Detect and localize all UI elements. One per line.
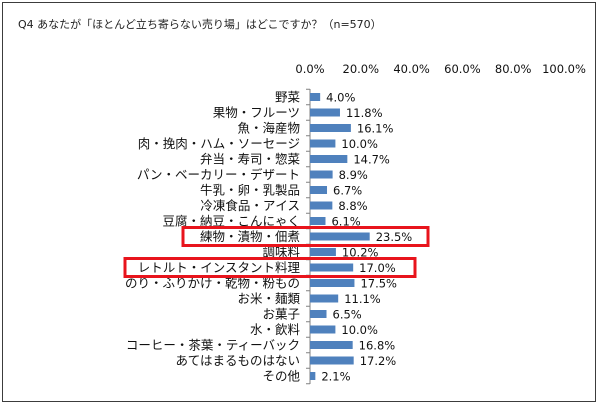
- bar: [310, 201, 333, 210]
- bar: [310, 186, 328, 194]
- bar: [310, 248, 336, 256]
- category-label: 水・飲料: [250, 322, 301, 337]
- category-label: 弁当・寿司・惣菜: [200, 152, 301, 167]
- value-label: 17.0%: [359, 261, 396, 275]
- bar: [310, 124, 351, 132]
- category-label: 冷凍食品・アイス: [200, 198, 300, 213]
- value-label: 17.2%: [360, 354, 397, 368]
- category-label: のり・ふりかけ・乾物・粉もの: [125, 276, 300, 291]
- bar: [310, 263, 354, 272]
- tick-label: 20.0%: [343, 62, 380, 76]
- tick-label: 0.0%: [295, 62, 324, 76]
- category-label: パン・ベーカリー・デザート: [137, 167, 300, 182]
- highlight-box: [181, 226, 430, 247]
- bar: [310, 232, 370, 241]
- value-label: 6.7%: [333, 184, 362, 198]
- bar: [310, 325, 336, 334]
- bar: [310, 170, 333, 179]
- category-label: 練物・漬物・佃煮: [200, 229, 300, 244]
- category-label: その他: [262, 369, 300, 384]
- category-label: あてはまるものはない: [175, 353, 300, 368]
- tick-label: 100.0%: [542, 62, 586, 76]
- bar: [310, 108, 340, 117]
- category-label: 豆腐・納豆・こんにゃく: [162, 214, 300, 229]
- chart-title: Q4 あなたが「ほとんど立ち寄らない売り場」はどこですか？（n=570）: [18, 18, 382, 31]
- value-label: 11.8%: [346, 106, 383, 120]
- value-label: 23.5%: [376, 230, 413, 244]
- tick-label: 60.0%: [444, 62, 481, 76]
- category-label: 果物・フルーツ: [213, 105, 300, 120]
- value-label: 8.9%: [339, 168, 368, 182]
- value-label: 16.1%: [357, 122, 394, 136]
- bar: [310, 139, 336, 148]
- tick-label: 80.0%: [495, 62, 532, 76]
- category-label: お米・麺類: [237, 291, 300, 306]
- value-label: 2.1%: [321, 370, 350, 384]
- value-label: 16.8%: [359, 339, 396, 353]
- chart-frame: [2, 2, 596, 402]
- category-label: 魚・海産物: [237, 121, 300, 136]
- category-label: お菓子: [262, 307, 300, 322]
- bar: [310, 93, 321, 101]
- bar: [310, 155, 348, 163]
- bar: [310, 217, 326, 225]
- value-label: 17.5%: [360, 277, 397, 291]
- tick-label: 40.0%: [393, 62, 430, 76]
- category-label: 調味料: [262, 245, 300, 260]
- highlight-box: [123, 257, 417, 278]
- category-label: コーヒー・茶葉・ティーバック: [126, 338, 300, 353]
- bar: [310, 294, 339, 303]
- value-label: 11.1%: [344, 292, 381, 306]
- value-label: 10.0%: [341, 137, 378, 151]
- value-label: 4.0%: [326, 91, 355, 105]
- category-label: 野菜: [275, 90, 301, 105]
- category-label: レトルト・インスタント料理: [138, 260, 301, 275]
- value-label: 6.1%: [331, 215, 360, 229]
- value-label: 6.5%: [333, 308, 362, 322]
- value-label: 10.2%: [342, 246, 379, 260]
- value-label: 8.8%: [338, 199, 367, 213]
- bar: [310, 310, 327, 318]
- category-label: 牛乳・卵・乳製品: [200, 183, 300, 198]
- bar: [310, 372, 316, 380]
- bar: [310, 356, 354, 365]
- category-label: 肉・挽肉・ハム・ソーセージ: [138, 136, 300, 151]
- value-label: 10.0%: [341, 323, 378, 337]
- value-label: 14.7%: [353, 153, 390, 167]
- bar: [310, 341, 353, 349]
- bar: [310, 279, 355, 287]
